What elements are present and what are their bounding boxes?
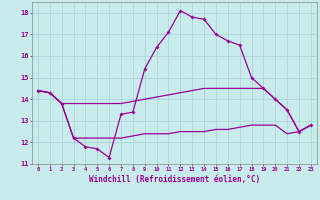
X-axis label: Windchill (Refroidissement éolien,°C): Windchill (Refroidissement éolien,°C) [89,175,260,184]
